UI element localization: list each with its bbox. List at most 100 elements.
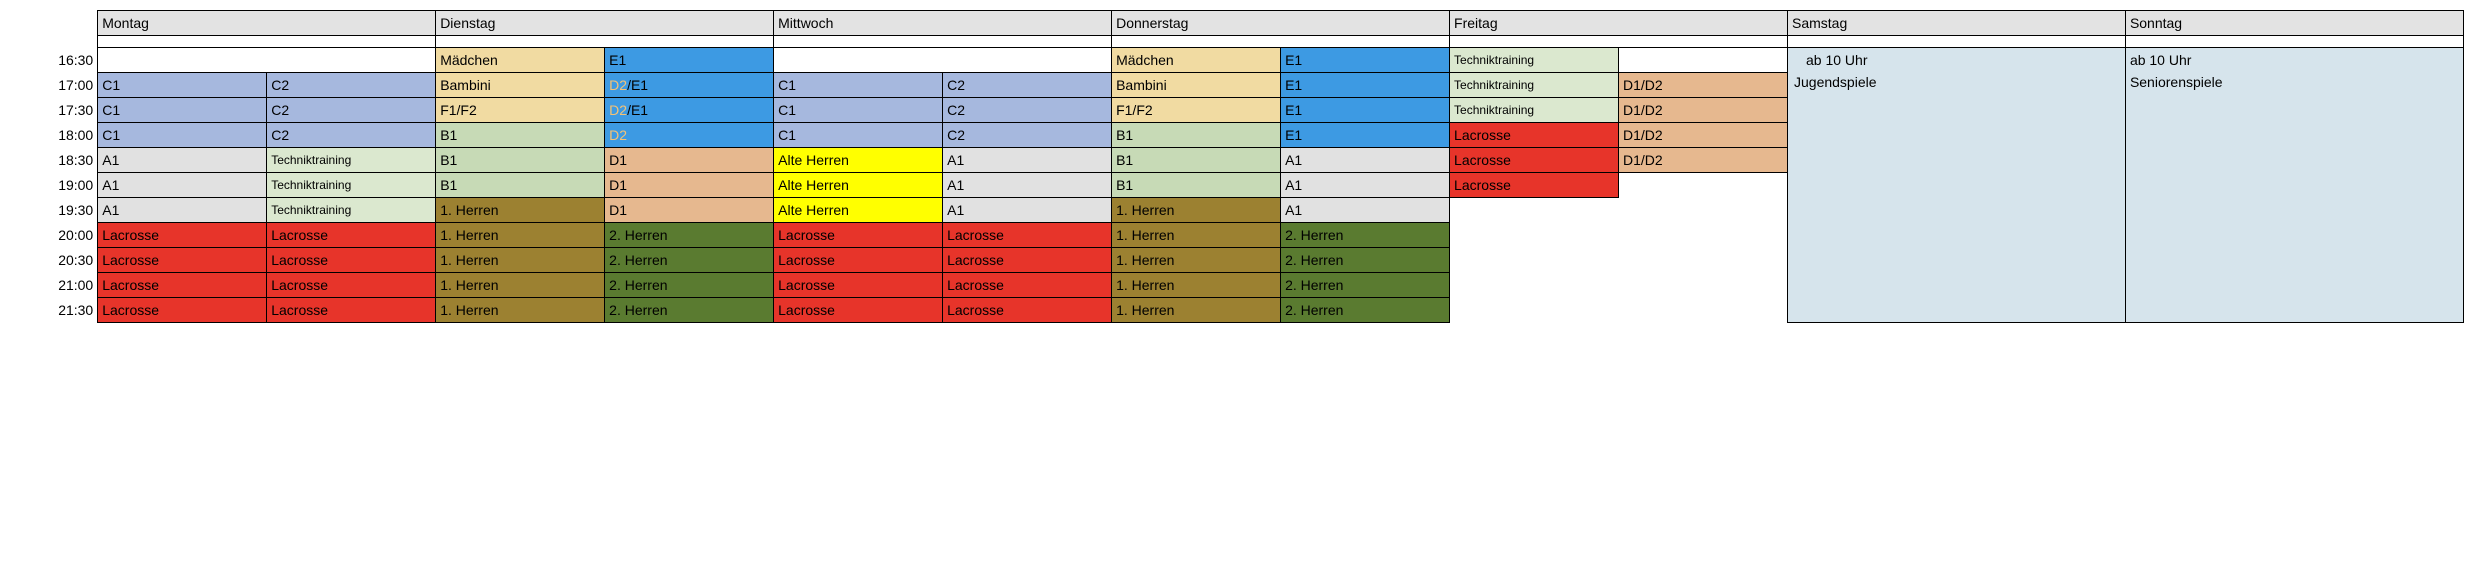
saturday-block: ab 10 Uhr Jugendspiele	[1788, 48, 2126, 323]
cell: Lacrosse	[267, 248, 436, 273]
cell: A1	[98, 198, 267, 223]
time-label: 20:30	[10, 248, 98, 273]
cell: Lacrosse	[943, 273, 1112, 298]
cell: 2. Herren	[605, 273, 774, 298]
cell: Lacrosse	[943, 223, 1112, 248]
cell: D1	[605, 198, 774, 223]
sun-line2: Seniorenspiele	[2130, 74, 2223, 90]
cell: Alte Herren	[774, 173, 943, 198]
cell: C1	[98, 73, 267, 98]
cell: D2/E1	[605, 73, 774, 98]
cell: 2. Herren	[605, 248, 774, 273]
time-label: 19:30	[10, 198, 98, 223]
cell: C1	[774, 73, 943, 98]
cell: B1	[1112, 148, 1281, 173]
time-label: 19:00	[10, 173, 98, 198]
time-label: 21:00	[10, 273, 98, 298]
cell: D1/D2	[1619, 148, 1788, 173]
cell: 1. Herren	[436, 298, 605, 323]
time-label: 18:30	[10, 148, 98, 173]
cell: Lacrosse	[98, 298, 267, 323]
cell: D1	[605, 148, 774, 173]
cell: 1. Herren	[1112, 273, 1281, 298]
cell: 2. Herren	[605, 223, 774, 248]
cell: C2	[943, 123, 1112, 148]
cell: A1	[943, 148, 1112, 173]
cell: Lacrosse	[267, 273, 436, 298]
cell: A1	[943, 173, 1112, 198]
cell: Alte Herren	[774, 198, 943, 223]
cell: B1	[1112, 123, 1281, 148]
cell: D1/D2	[1619, 123, 1788, 148]
cell: C1	[98, 123, 267, 148]
cell: Lacrosse	[98, 223, 267, 248]
cell: Techniktraining	[1450, 98, 1619, 123]
cell: A1	[98, 173, 267, 198]
cell: Bambini	[1112, 73, 1281, 98]
cell: 1. Herren	[436, 198, 605, 223]
cell: 2. Herren	[1281, 273, 1450, 298]
cell: Lacrosse	[1450, 148, 1619, 173]
cell: B1	[436, 148, 605, 173]
cell: B1	[436, 123, 605, 148]
cell: Techniktraining	[1450, 48, 1619, 73]
day-header: Sonntag	[2125, 11, 2463, 36]
cell: Lacrosse	[774, 273, 943, 298]
time-label: 18:00	[10, 123, 98, 148]
table-row: 16:30 Mädchen E1 Mädchen E1 Techniktrain…	[10, 48, 2464, 73]
cell: Lacrosse	[98, 273, 267, 298]
cell: 2. Herren	[1281, 248, 1450, 273]
cell: Lacrosse	[267, 223, 436, 248]
time-label: 17:30	[10, 98, 98, 123]
cell: Mädchen	[436, 48, 605, 73]
sun-line1: ab 10 Uhr	[2130, 52, 2191, 68]
cell: F1/F2	[1112, 98, 1281, 123]
cell: C2	[267, 98, 436, 123]
time-label: 17:00	[10, 73, 98, 98]
cell: 1. Herren	[1112, 298, 1281, 323]
cell: D2/E1	[605, 98, 774, 123]
cell: 2. Herren	[1281, 223, 1450, 248]
cell: Alte Herren	[774, 148, 943, 173]
cell: Techniktraining	[267, 148, 436, 173]
cell: A1	[1281, 148, 1450, 173]
cell: E1	[1281, 123, 1450, 148]
day-header: Mittwoch	[774, 11, 1112, 36]
cell: Lacrosse	[267, 298, 436, 323]
cell: Techniktraining	[267, 198, 436, 223]
sunday-block: ab 10 Uhr Seniorenspiele	[2125, 48, 2463, 323]
spacer-row	[10, 36, 2464, 48]
time-label: 21:30	[10, 298, 98, 323]
day-header: Freitag	[1450, 11, 1788, 36]
cell: C2	[943, 73, 1112, 98]
cell: C1	[98, 98, 267, 123]
cell: 1. Herren	[1112, 248, 1281, 273]
cell: 1. Herren	[1112, 198, 1281, 223]
cell: A1	[98, 148, 267, 173]
cell: C2	[943, 98, 1112, 123]
day-header: Montag	[98, 11, 436, 36]
cell: B1	[1112, 173, 1281, 198]
sat-line2: Jugendspiele	[1794, 74, 1877, 90]
day-header: Dienstag	[436, 11, 774, 36]
cell: F1/F2	[436, 98, 605, 123]
cell: Lacrosse	[1450, 173, 1619, 198]
cell: B1	[436, 173, 605, 198]
cell: Lacrosse	[1450, 123, 1619, 148]
cell: Lacrosse	[774, 298, 943, 323]
cell: E1	[605, 48, 774, 73]
cell: E1	[1281, 73, 1450, 98]
time-label: 20:00	[10, 223, 98, 248]
day-header: Donnerstag	[1112, 11, 1450, 36]
cell: Lacrosse	[943, 248, 1112, 273]
cell: Lacrosse	[774, 223, 943, 248]
cell: E1	[1281, 48, 1450, 73]
cell: Lacrosse	[98, 248, 267, 273]
cell: A1	[943, 198, 1112, 223]
cell: E1	[1281, 98, 1450, 123]
cell: Lacrosse	[943, 298, 1112, 323]
cell: C2	[267, 123, 436, 148]
cell: A1	[1281, 173, 1450, 198]
cell: 1. Herren	[436, 223, 605, 248]
cell: 1. Herren	[436, 273, 605, 298]
